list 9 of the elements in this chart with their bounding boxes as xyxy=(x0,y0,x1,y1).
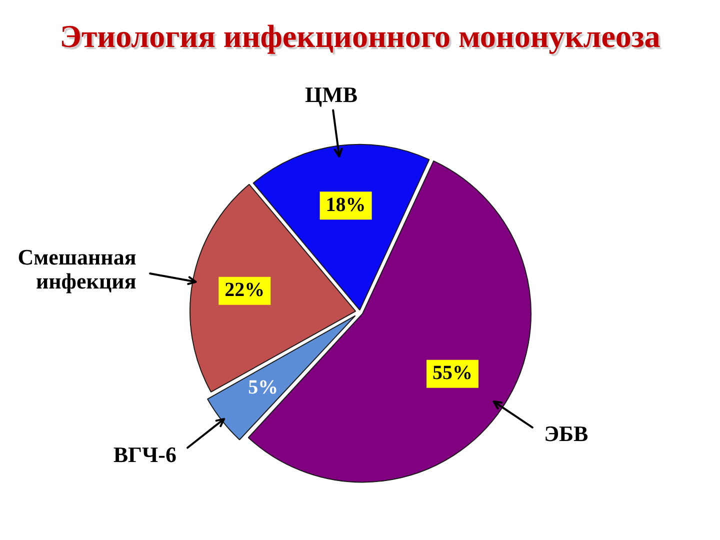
slice-label: ЭБВ xyxy=(544,420,589,446)
data-label: 18% xyxy=(326,194,366,216)
slice-label: ВГЧ-6 xyxy=(113,442,176,468)
chart-title: Этиология инфекционного мононуклеоза xyxy=(60,18,660,54)
data-label: 5% xyxy=(248,376,278,398)
data-label: 22% xyxy=(224,278,265,301)
slice-label: Смешанная инфекция xyxy=(18,244,136,294)
slice-label: ЦМВ xyxy=(304,82,358,108)
data-label: 55% xyxy=(432,362,472,384)
